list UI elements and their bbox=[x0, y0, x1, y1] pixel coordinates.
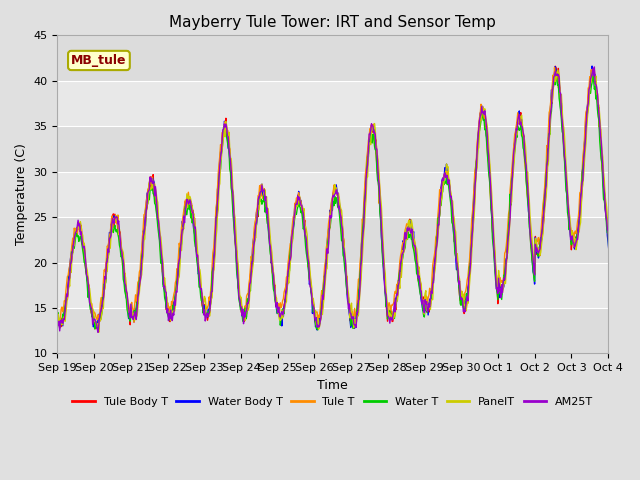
Bar bbox=[58, 308, 608, 353]
Tule T bbox=[550, 65, 558, 71]
Water Body T bbox=[588, 63, 596, 69]
Tule T bbox=[413, 258, 420, 264]
Water T bbox=[589, 71, 596, 77]
Bar bbox=[58, 126, 608, 172]
Water T bbox=[54, 312, 61, 317]
X-axis label: Time: Time bbox=[317, 379, 348, 392]
Tule Body T bbox=[122, 289, 130, 295]
Tule T bbox=[54, 309, 61, 315]
Water Body T bbox=[413, 262, 420, 267]
Line: Tule Body T: Tule Body T bbox=[58, 66, 640, 329]
Tule T bbox=[56, 324, 63, 330]
Water T bbox=[445, 191, 453, 197]
Bar bbox=[58, 81, 608, 126]
Line: AM25T: AM25T bbox=[58, 67, 640, 332]
Water Body T bbox=[54, 321, 61, 326]
Water T bbox=[230, 230, 238, 236]
Line: Tule T: Tule T bbox=[58, 68, 640, 327]
Tule T bbox=[260, 193, 268, 199]
Bar bbox=[58, 36, 608, 81]
Line: PanelT: PanelT bbox=[58, 70, 640, 332]
Water T bbox=[282, 296, 289, 302]
PanelT bbox=[124, 293, 131, 299]
Line: Water T: Water T bbox=[58, 74, 640, 330]
Bar bbox=[58, 172, 608, 217]
Line: Water Body T: Water Body T bbox=[58, 66, 640, 330]
Tule T bbox=[124, 290, 131, 296]
Tule Body T bbox=[54, 315, 61, 321]
Water T bbox=[260, 199, 268, 204]
AM25T bbox=[124, 291, 131, 297]
PanelT bbox=[283, 299, 291, 305]
PanelT bbox=[413, 246, 420, 252]
Tule Body T bbox=[282, 292, 289, 298]
Water Body T bbox=[445, 184, 453, 190]
AM25T bbox=[94, 329, 102, 335]
Water Body T bbox=[313, 327, 321, 333]
AM25T bbox=[231, 237, 239, 243]
PanelT bbox=[445, 177, 453, 183]
AM25T bbox=[260, 187, 268, 193]
PanelT bbox=[54, 313, 61, 319]
AM25T bbox=[413, 258, 420, 264]
Tule T bbox=[445, 188, 453, 193]
Title: Mayberry Tule Tower: IRT and Sensor Temp: Mayberry Tule Tower: IRT and Sensor Temp bbox=[170, 15, 496, 30]
Water Body T bbox=[122, 295, 130, 301]
Water Body T bbox=[260, 195, 268, 201]
Water Body T bbox=[230, 223, 238, 228]
Tule Body T bbox=[445, 183, 453, 189]
Tule Body T bbox=[260, 188, 268, 194]
Tule T bbox=[231, 237, 239, 243]
AM25T bbox=[591, 64, 598, 70]
AM25T bbox=[445, 183, 453, 189]
Water T bbox=[314, 327, 322, 333]
Tule Body T bbox=[230, 218, 238, 224]
Bar bbox=[58, 217, 608, 263]
Bar bbox=[58, 263, 608, 308]
Water T bbox=[122, 296, 130, 301]
PanelT bbox=[260, 192, 268, 198]
Legend: Tule Body T, Water Body T, Tule T, Water T, PanelT, AM25T: Tule Body T, Water Body T, Tule T, Water… bbox=[68, 393, 598, 411]
Tule Body T bbox=[552, 63, 559, 69]
AM25T bbox=[283, 288, 291, 294]
Text: MB_tule: MB_tule bbox=[71, 54, 127, 67]
Water Body T bbox=[282, 297, 289, 302]
Tule Body T bbox=[413, 259, 420, 264]
Water T bbox=[413, 271, 420, 276]
Y-axis label: Temperature (C): Temperature (C) bbox=[15, 144, 28, 245]
AM25T bbox=[54, 319, 61, 325]
Tule T bbox=[283, 274, 291, 280]
PanelT bbox=[554, 67, 561, 73]
Tule Body T bbox=[314, 326, 322, 332]
PanelT bbox=[231, 216, 239, 221]
PanelT bbox=[95, 329, 102, 335]
